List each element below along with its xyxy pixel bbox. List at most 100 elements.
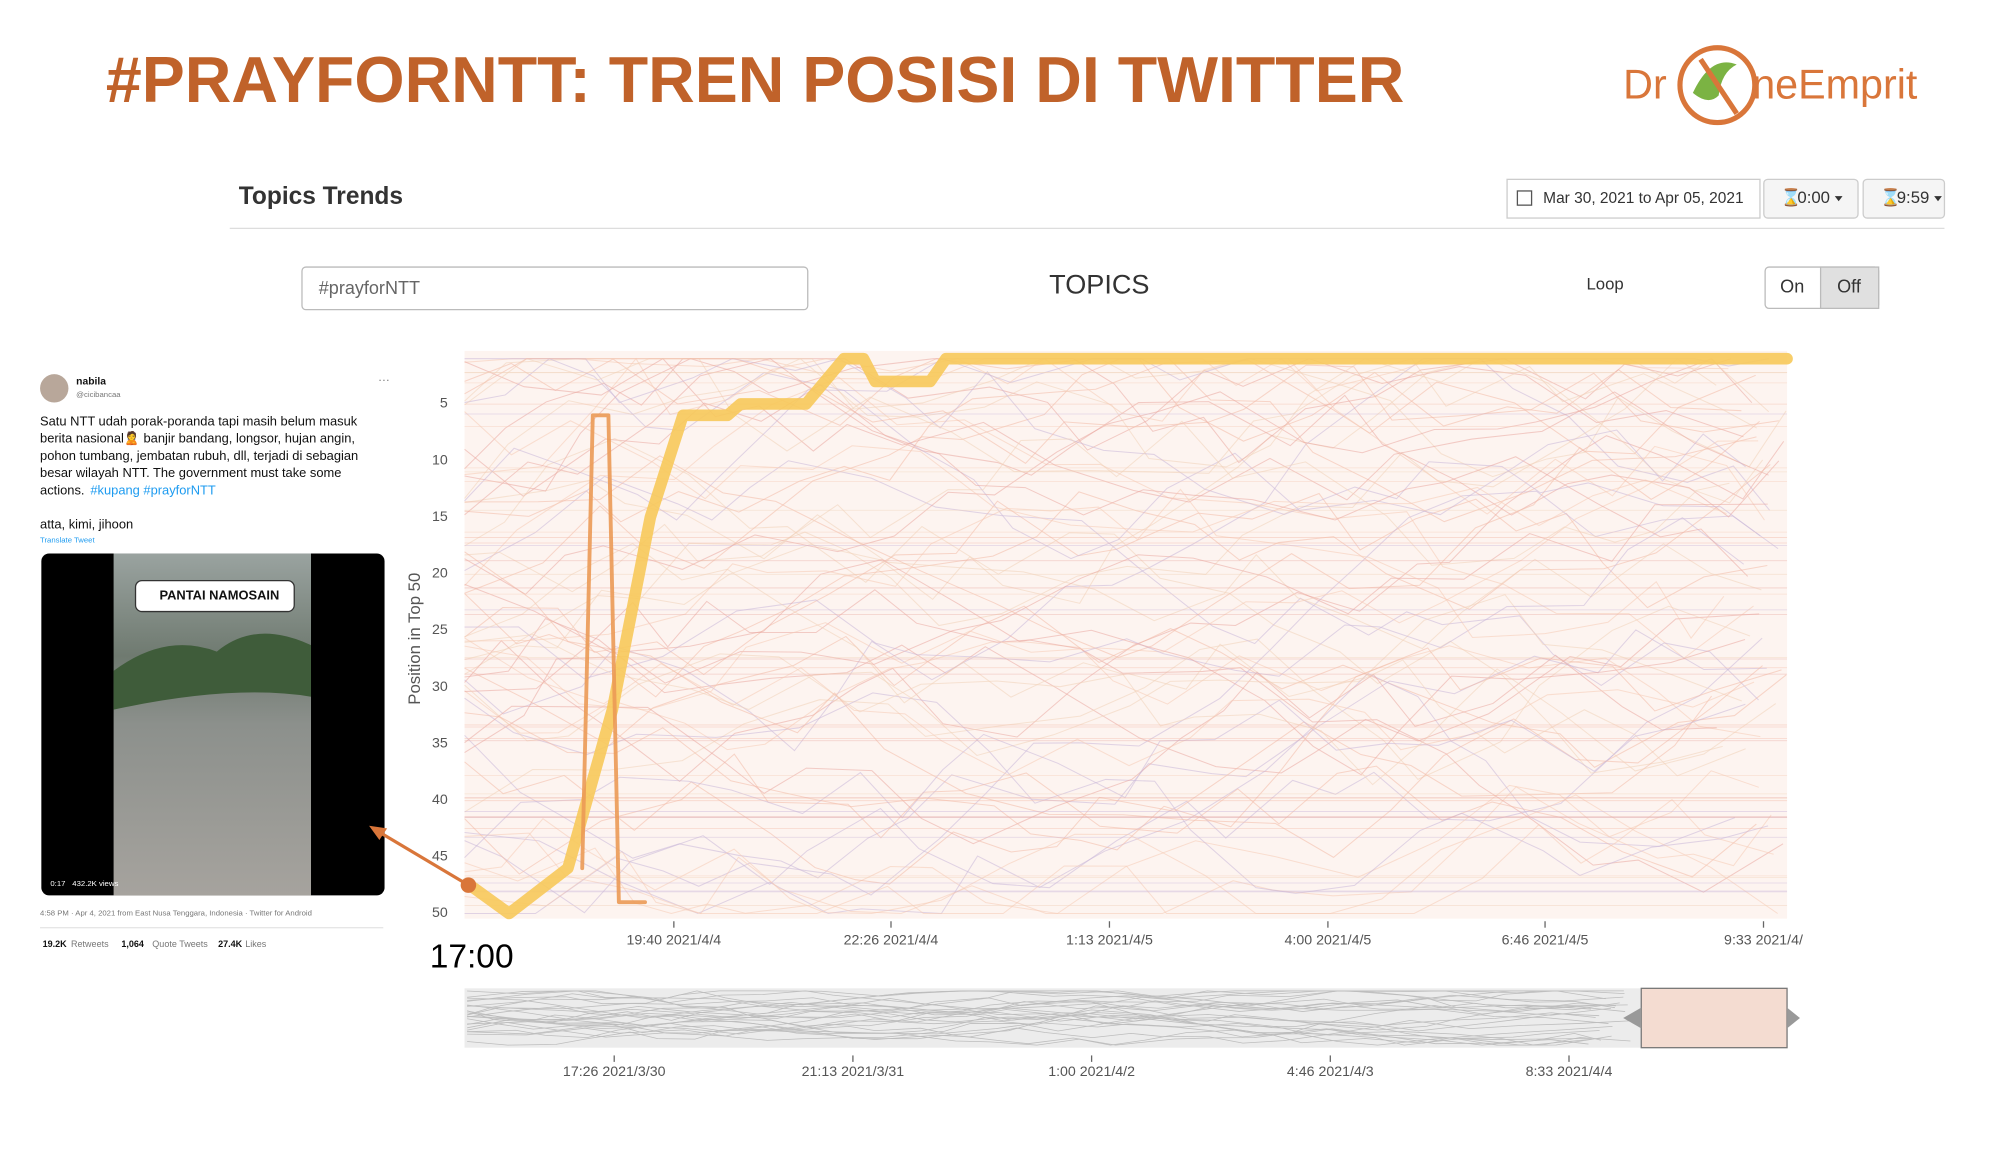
logo-text: Dr [1623, 62, 1667, 108]
navigator-tick-label: 17:26 2021/3/30 [563, 1064, 666, 1080]
date-picker[interactable] [1506, 178, 1761, 219]
caret [1934, 196, 1942, 202]
retweets-label: Retweets [71, 939, 109, 949]
background-trend [464, 358, 1757, 594]
x-tick-label: 4:00 2021/4/5 [1285, 932, 1372, 948]
arrow-origin [460, 877, 477, 893]
background-trend [464, 559, 1746, 776]
background-trend [464, 794, 1778, 915]
navigator-handle[interactable] [1623, 1007, 1642, 1029]
background-trend [464, 358, 1732, 492]
date-range: Mar 30, 2021 to Apr 05, 2021 [1543, 190, 1743, 207]
background-trend [464, 503, 1768, 754]
navigator-tick-label: 1:00 2021/4/2 [1048, 1064, 1135, 1080]
arrow-head [369, 825, 388, 840]
y-tick-label: 20 [432, 566, 448, 582]
background-trend [464, 637, 1755, 776]
annotation: 17:00 [430, 939, 514, 976]
x-tick-label: 6:46 2021/4/5 [1502, 932, 1589, 948]
start-time: 0:00 [1797, 188, 1830, 207]
navigator-trend [467, 1000, 1600, 1032]
logo-text: neEmprit [1752, 62, 1918, 108]
background-trend [464, 654, 1717, 845]
video-time: 0:17 [50, 879, 65, 888]
likes-label: Likes [245, 939, 267, 949]
navigator-window[interactable] [1640, 987, 1788, 1049]
navigator-trend [467, 990, 1610, 1013]
end-time-button[interactable] [1862, 178, 1946, 219]
tweet-line: Satu NTT udah porak-poranda tapi masih b… [40, 413, 358, 428]
background-trend [464, 358, 1769, 503]
end-time: 9:59 [1897, 188, 1930, 207]
x-tick-label: 1:13 2021/4/5 [1066, 932, 1153, 948]
navigator-trend [467, 997, 1589, 1045]
hourglass-icon: ⌛ [1781, 187, 1802, 207]
off-button[interactable] [1819, 266, 1880, 310]
background-trend [464, 637, 1763, 914]
y-tick-label: 10 [432, 452, 448, 468]
background-trend [464, 358, 1717, 675]
tweet-mentions: atta, kimi, jihoon [40, 517, 133, 532]
x-tick-label: 19:40 2021/4/4 [627, 932, 722, 948]
logo-icon [1677, 45, 1758, 126]
translate-link[interactable]: Translate Tweet [40, 536, 95, 545]
navigator-trend [467, 990, 1616, 1025]
y-tick-label: 25 [432, 622, 448, 638]
y-tick-label: 30 [432, 679, 448, 695]
y-tick-label: 15 [432, 509, 448, 525]
background-trend [464, 358, 1749, 577]
background-trend [464, 551, 1763, 858]
background-trend [464, 488, 1725, 642]
background-trend [464, 435, 1785, 783]
navigator-tick-label: 4:46 2021/4/3 [1287, 1064, 1374, 1080]
background-trend [464, 613, 1760, 774]
background-trend [464, 411, 1727, 533]
tweet-line: besar wilayah NTT. The government must t… [40, 465, 341, 480]
background-trend [464, 440, 1759, 711]
plot-area [464, 350, 1788, 919]
video-label-box [134, 579, 295, 613]
background-trend [464, 420, 1730, 593]
more-icon: ··· [378, 374, 390, 387]
arrow [378, 830, 470, 887]
navigator-tick-label: 21:13 2021/3/31 [802, 1064, 905, 1080]
quotes: 1,064 [121, 939, 144, 949]
navigator-handle[interactable] [1787, 1007, 1800, 1029]
on-label: On [1780, 276, 1804, 296]
trend-line [580, 413, 647, 905]
quotes-label: Quote Tweets [152, 939, 208, 949]
topics-label: TOPICS [1049, 269, 1149, 300]
off-label: Off [1837, 276, 1862, 296]
loop-label: Loop [1586, 275, 1623, 294]
y-axis-title: Position in Top 50 [405, 573, 424, 705]
slide-title: #PRAYFORNTT: TREN POSISI DI TWITTER [106, 44, 1404, 116]
search-input[interactable] [301, 266, 809, 311]
navigator-trend [467, 990, 1611, 1022]
tweet-line: pohon tumbang, jembatan rubuh, dll, terj… [40, 448, 358, 463]
background-trend [464, 358, 1744, 470]
navigator-trend [467, 1000, 1591, 1029]
navigator-trend [467, 990, 1615, 1030]
background-trend [464, 692, 1769, 894]
video-trees [113, 633, 312, 710]
app-title: Topics Trends [239, 183, 403, 210]
navigator-trends [467, 990, 1639, 1046]
background-trend [464, 673, 1736, 915]
tweet-name: nabila [76, 377, 106, 388]
y-tick-label: 5 [440, 396, 448, 412]
start-time-button[interactable] [1763, 178, 1859, 219]
y-tick-label: 50 [432, 905, 448, 921]
x-tick-label: 22:26 2021/4/4 [844, 932, 939, 948]
background-trend [464, 358, 1779, 464]
caret [1834, 196, 1843, 202]
tweet-handle: @cicibancaa [76, 390, 121, 399]
background-trend [464, 490, 1779, 915]
background-trend [464, 605, 1751, 813]
tweet-line: actions. [40, 482, 84, 497]
likes: 27.4K [218, 939, 243, 949]
tweet-hashtags[interactable]: #kupang #prayforNTT [90, 482, 216, 497]
background-trend [464, 479, 1762, 650]
tweet-line: berita nasional🙎 banjir bandang, longsor… [40, 430, 355, 446]
navigator-trend [467, 990, 1628, 1027]
